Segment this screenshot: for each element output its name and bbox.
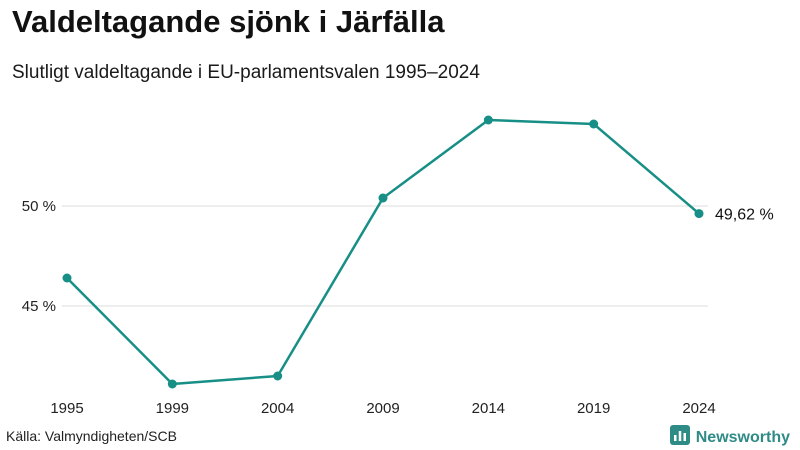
x-tick-label: 2024 bbox=[682, 400, 715, 417]
data-point bbox=[62, 273, 72, 283]
x-tick-label: 2014 bbox=[472, 400, 505, 417]
gridlines bbox=[62, 205, 708, 307]
y-tick-label: 50 % bbox=[22, 198, 56, 215]
data-point bbox=[167, 379, 177, 389]
series bbox=[62, 115, 704, 389]
chart-title: Valdeltagande sjönk i Järfälla bbox=[12, 4, 445, 39]
end-value-label: 49,62 % bbox=[715, 207, 774, 224]
data-point bbox=[378, 193, 388, 203]
data-point bbox=[273, 371, 283, 381]
data-point bbox=[694, 209, 704, 219]
x-tick-label: 1995 bbox=[50, 400, 83, 417]
y-tick-label: 45 % bbox=[22, 298, 56, 315]
data-point bbox=[483, 115, 493, 125]
x-tick-label: 2019 bbox=[577, 400, 610, 417]
x-tick-label: 2009 bbox=[366, 400, 399, 417]
source-note: Källa: Valmyndigheten/SCB bbox=[6, 428, 177, 444]
series-line bbox=[65, 118, 701, 386]
brand-name: Newsworthy bbox=[695, 428, 790, 446]
x-tick-label: 1999 bbox=[156, 400, 189, 417]
chart-subtitle: Slutligt valdeltagande i EU-parlamentsva… bbox=[12, 62, 480, 83]
x-axis-ticks: 1995 1999 2004 2009 2014 2019 2024 bbox=[50, 400, 715, 417]
data-labels: 49,62 % bbox=[715, 207, 774, 224]
brand-logo: Newsworthy bbox=[669, 425, 790, 450]
y-axis-ticks: 45 % 50 % bbox=[22, 198, 56, 315]
x-tick-label: 2004 bbox=[261, 400, 294, 417]
bar-chart-logo-icon bbox=[669, 425, 690, 450]
data-point bbox=[589, 119, 599, 129]
